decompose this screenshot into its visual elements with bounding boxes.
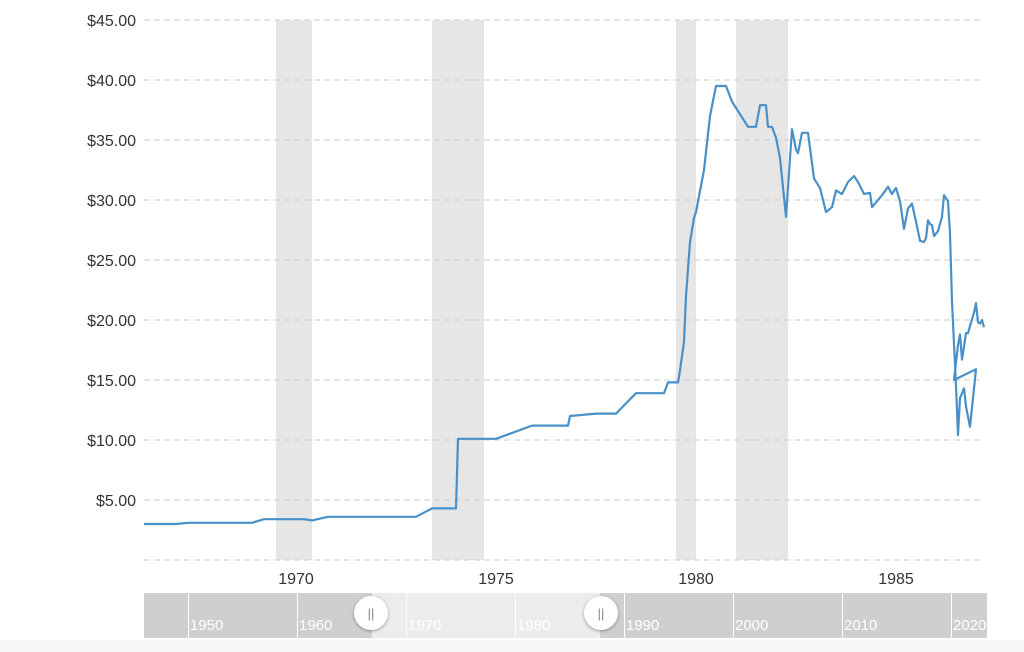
navigator-tick xyxy=(297,593,298,638)
x-tick-label: 1975 xyxy=(478,571,514,588)
navigator-selected-range[interactable] xyxy=(372,593,600,638)
navigator-tick xyxy=(951,593,952,638)
recession-band-2 xyxy=(432,20,484,560)
x-tick-label: 1985 xyxy=(878,571,914,588)
navigator-tick xyxy=(515,593,516,638)
chart-plot-area: $5.00 $10.00 $15.00 $20.00 $25.00 $30.00 $35.0… xyxy=(87,13,986,588)
navigator-label: 1980 xyxy=(517,617,551,634)
y-tick-label: $30.00 xyxy=(87,193,136,210)
y-axis-ticks: $5.00 $10.00 $15.00 $20.00 $25.00 $30.00 $35.0… xyxy=(87,13,136,510)
navigator-label: 2020 xyxy=(953,617,987,634)
navigator-tick xyxy=(733,593,734,638)
series-line-1 xyxy=(144,84,986,526)
navigator-right-handle[interactable]: || xyxy=(584,596,618,630)
y-tick-label: $10.00 xyxy=(87,433,136,450)
navigator-label: 1990 xyxy=(626,617,660,634)
recession-bands xyxy=(276,20,788,560)
navigator-label: 1960 xyxy=(299,617,333,634)
recession-band-4 xyxy=(736,20,788,560)
y-tick-label: $40.00 xyxy=(87,73,136,90)
navigator-label: 2010 xyxy=(844,617,878,634)
y-tick-label: $15.00 xyxy=(87,373,136,390)
x-axis-ticks: 1970 1975 1980 1985 xyxy=(278,571,914,588)
y-tick-label: $20.00 xyxy=(87,313,136,330)
x-tick-label: 1980 xyxy=(678,571,714,588)
navigator-label: 1950 xyxy=(190,617,224,634)
navigator-label: 1970 xyxy=(408,617,442,634)
y-tick-label: $5.00 xyxy=(96,493,136,510)
recession-band-1 xyxy=(276,20,312,560)
navigator-left-handle[interactable]: || xyxy=(354,596,388,630)
y-tick-label: $25.00 xyxy=(87,253,136,270)
x-tick-label: 1970 xyxy=(278,571,314,588)
navigator-tick xyxy=(624,593,625,638)
navigator-tick xyxy=(188,593,189,638)
y-tick-label: $35.00 xyxy=(87,133,136,150)
y-tick-label: $45.00 xyxy=(87,13,136,30)
navigator-label: 2000 xyxy=(735,617,769,634)
gridlines xyxy=(144,19,984,561)
navigator-tick xyxy=(406,593,407,638)
range-navigator[interactable]: 1950 1960 1970 1980 1990 2000 2010 2020 || || xyxy=(144,593,987,638)
price-series xyxy=(144,84,986,526)
navigator-tick xyxy=(842,593,843,638)
bottom-strip xyxy=(0,640,1024,652)
